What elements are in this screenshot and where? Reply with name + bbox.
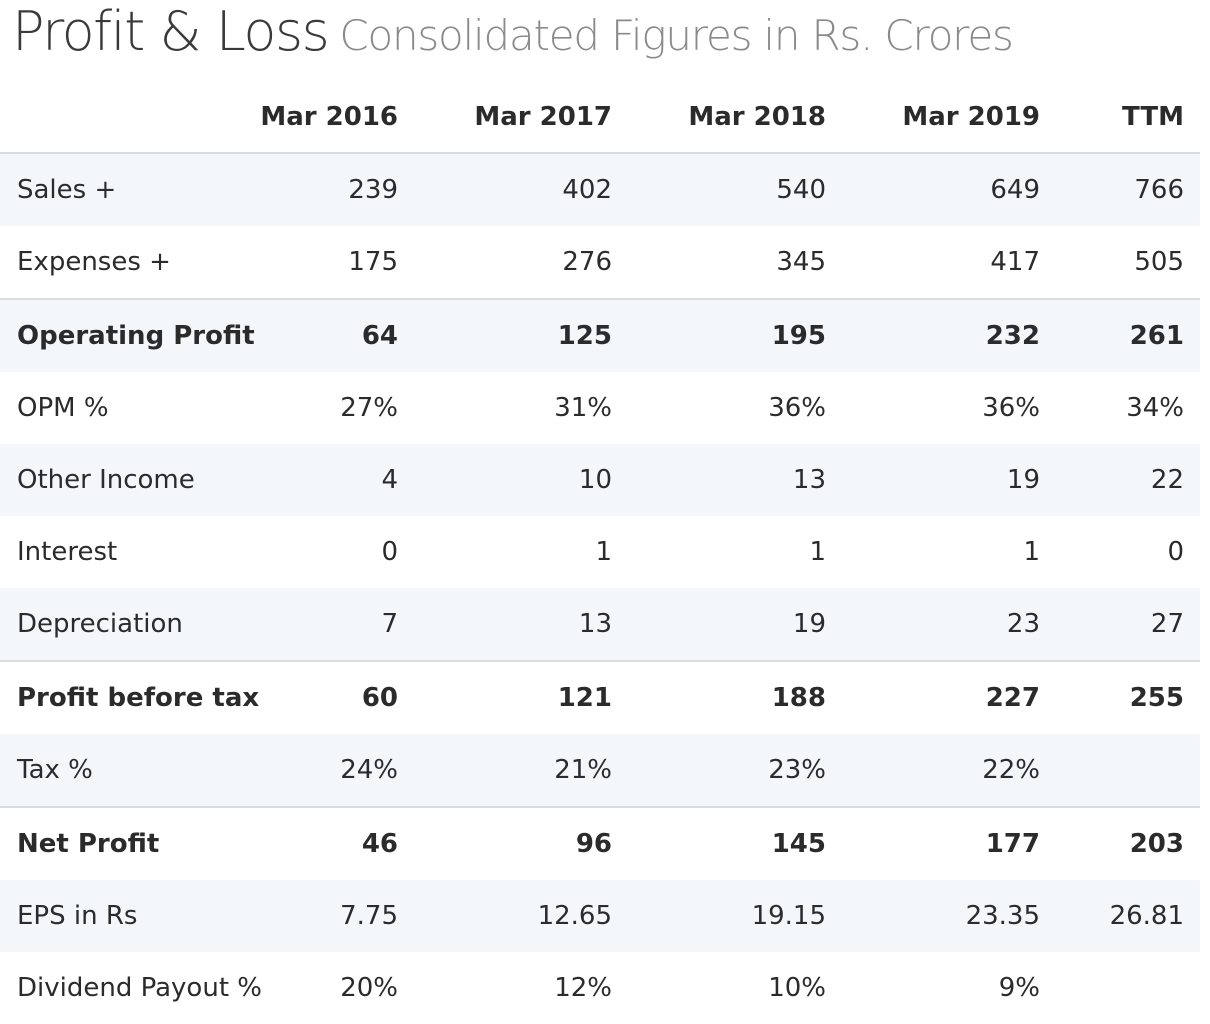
table-row-other-income: Other Income 4 10 13 19 22 bbox=[0, 444, 1200, 516]
table-cell: 1 bbox=[595, 537, 612, 567]
profit-loss-table: Mar 2016 Mar 2017 Mar 2018 Mar 2019 TTM … bbox=[0, 82, 1200, 1024]
table-header-row: Mar 2016 Mar 2017 Mar 2018 Mar 2019 TTM bbox=[0, 82, 1200, 154]
row-label: Net Profit bbox=[0, 806, 230, 880]
table-row-depreciation: Depreciation 7 13 19 23 27 bbox=[0, 588, 1200, 661]
table-row-expenses[interactable]: Expenses + 175 276 345 417 505 bbox=[0, 226, 1200, 299]
table-cell: 7.75 bbox=[230, 880, 414, 952]
table-cell: 64 bbox=[230, 298, 414, 372]
table-cell: 0 bbox=[381, 537, 398, 567]
table-cell bbox=[1056, 952, 1200, 1024]
page-title: Profit & Loss bbox=[12, 0, 330, 63]
table-cell: 12% bbox=[554, 973, 612, 1003]
table-cell: 19 bbox=[842, 444, 1056, 516]
column-header: Mar 2019 bbox=[842, 82, 1056, 154]
table-row-sales[interactable]: Sales + 239 402 540 649 766 bbox=[0, 153, 1200, 226]
table-cell: 766 bbox=[1056, 153, 1200, 226]
row-label: Profit before tax bbox=[0, 660, 259, 734]
row-label: Operating Profit bbox=[0, 298, 255, 372]
table-cell: 23% bbox=[628, 734, 842, 807]
table-cell: 1 bbox=[809, 537, 826, 567]
table-row-eps: EPS in Rs 7.75 12.65 19.15 23.35 26.81 bbox=[0, 880, 1200, 952]
table-row-profit-before-tax: Profit before tax 60 121 188 227 255 bbox=[0, 660, 1200, 734]
column-header: Mar 2017 bbox=[414, 82, 628, 154]
header-blank-cell bbox=[0, 82, 230, 154]
table-cell: 23 bbox=[842, 588, 1056, 661]
table-cell: 255 bbox=[1056, 660, 1200, 734]
table-cell: 649 bbox=[842, 153, 1056, 226]
column-header: Mar 2016 bbox=[230, 82, 414, 154]
table-cell: 13 bbox=[414, 588, 628, 661]
table-cell: 60 bbox=[230, 660, 414, 734]
row-label: Interest bbox=[17, 537, 118, 567]
table-cell: 46 bbox=[230, 806, 414, 880]
row-label-sales-expandable[interactable]: Sales + bbox=[0, 153, 230, 226]
table-cell: 540 bbox=[628, 153, 842, 226]
table-cell: 27% bbox=[340, 393, 398, 423]
table-cell: 9% bbox=[998, 973, 1040, 1003]
column-header: Mar 2018 bbox=[628, 82, 842, 154]
table-row-operating-profit: Operating Profit 64 125 195 232 261 bbox=[0, 298, 1200, 372]
table-cell: 21% bbox=[414, 734, 628, 807]
table-cell: 4 bbox=[230, 444, 414, 516]
row-label: Depreciation bbox=[0, 588, 230, 661]
table-cell: 232 bbox=[842, 298, 1056, 372]
table-cell: 19 bbox=[628, 588, 842, 661]
table-cell: 121 bbox=[414, 660, 628, 734]
table-cell: 145 bbox=[628, 806, 842, 880]
column-header: TTM bbox=[1056, 82, 1200, 154]
table-cell: 34% bbox=[1126, 393, 1184, 423]
table-cell: 239 bbox=[230, 153, 414, 226]
row-label: EPS in Rs bbox=[0, 880, 230, 952]
table-cell: 203 bbox=[1056, 806, 1200, 880]
table-row-tax: Tax % 24% 21% 23% 22% bbox=[0, 734, 1200, 807]
table-cell: 12.65 bbox=[414, 880, 628, 952]
table-cell: 227 bbox=[842, 660, 1056, 734]
table-cell: 177 bbox=[842, 806, 1056, 880]
table-cell: 345 bbox=[776, 247, 826, 277]
table-cell: 22% bbox=[842, 734, 1056, 807]
table-cell: 10 bbox=[414, 444, 628, 516]
table-row-dividend-payout: Dividend Payout % 20% 12% 10% 9% bbox=[0, 952, 1200, 1024]
table-cell: 7 bbox=[230, 588, 414, 661]
row-label-expenses-expandable[interactable]: Expenses + bbox=[17, 247, 171, 277]
table-cell: 125 bbox=[414, 298, 628, 372]
table-cell: 23.35 bbox=[842, 880, 1056, 952]
table-cell: 96 bbox=[414, 806, 628, 880]
page-subtitle: Consolidated Figures in Rs. Crores bbox=[339, 11, 1014, 60]
table-cell: 1 bbox=[1023, 537, 1040, 567]
row-label: Other Income bbox=[0, 444, 230, 516]
table-cell: 19.15 bbox=[628, 880, 842, 952]
table-cell: 22 bbox=[1056, 444, 1200, 516]
table-cell: 10% bbox=[768, 973, 826, 1003]
table-cell: 36% bbox=[768, 393, 826, 423]
table-cell: 261 bbox=[1056, 298, 1200, 372]
table-cell bbox=[1056, 734, 1200, 807]
table-cell: 195 bbox=[628, 298, 842, 372]
table-cell: 27 bbox=[1056, 588, 1200, 661]
table-row-opm: OPM % 27% 31% 36% 36% 34% bbox=[0, 372, 1200, 444]
table-cell: 417 bbox=[990, 247, 1040, 277]
table-cell: 31% bbox=[554, 393, 612, 423]
table-cell: 36% bbox=[982, 393, 1040, 423]
table-row-interest: Interest 0 1 1 1 0 bbox=[0, 516, 1200, 588]
table-cell: 276 bbox=[562, 247, 612, 277]
table-cell: 20% bbox=[340, 973, 398, 1003]
table-row-net-profit: Net Profit 46 96 145 177 203 bbox=[0, 806, 1200, 880]
row-label: Tax % bbox=[0, 734, 230, 807]
row-label: Dividend Payout % bbox=[17, 973, 262, 1003]
table-cell: 402 bbox=[414, 153, 628, 226]
row-label: OPM % bbox=[17, 393, 109, 423]
table-cell: 26.81 bbox=[1056, 880, 1200, 952]
table-cell: 188 bbox=[628, 660, 842, 734]
table-cell: 13 bbox=[628, 444, 842, 516]
page-header: Profit & Loss Consolidated Figures in Rs… bbox=[12, 0, 1014, 74]
table-cell: 175 bbox=[348, 247, 398, 277]
table-cell: 505 bbox=[1134, 247, 1184, 277]
table-cell: 24% bbox=[230, 734, 414, 807]
table-cell: 0 bbox=[1167, 537, 1184, 567]
